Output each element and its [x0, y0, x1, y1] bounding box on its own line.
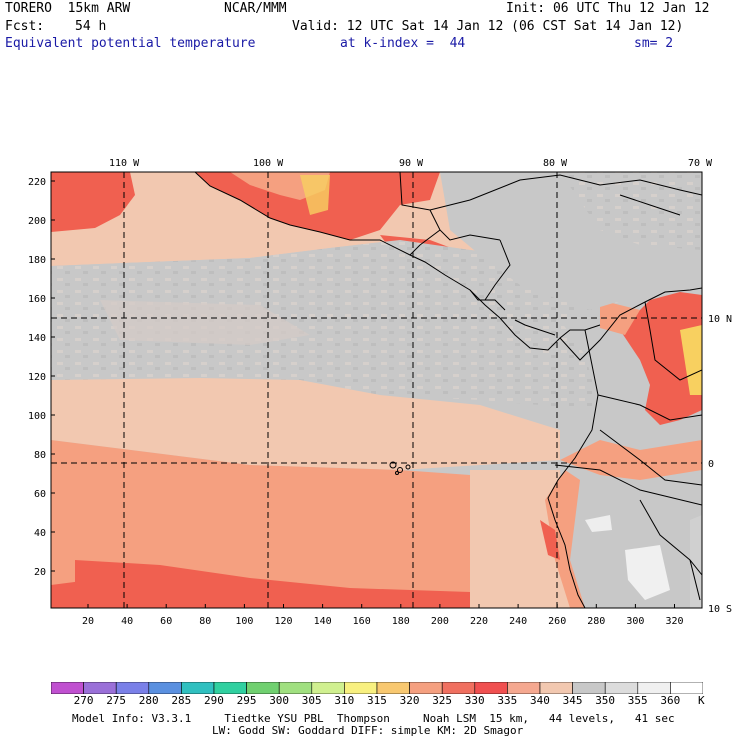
y-tick-label: 140 [28, 333, 46, 344]
y-tick-label: 80 [34, 450, 46, 461]
colorbar-swatch [604, 682, 639, 694]
colorbar-label: 355 [627, 694, 648, 707]
x-tick-label: 100 [235, 616, 253, 627]
colorbar-swatch [670, 682, 703, 694]
coastlines [194, 172, 702, 608]
colorbar-swatch [507, 682, 541, 694]
x-tick-label: 80 [199, 616, 211, 627]
colorbar-label: 270 [73, 694, 94, 707]
colorbar-swatch [572, 682, 606, 694]
left-y-ticks: 220 200 180 160 140 120 100 80 60 40 20 [28, 177, 46, 578]
colorbar-swatch [115, 682, 150, 694]
x-tick-label: 20 [82, 616, 94, 627]
colorbar-swatch [148, 682, 182, 694]
center-org: NCAR/MMM [224, 1, 287, 16]
fcst-value: 54 h [75, 19, 107, 34]
colorbar-swatch [376, 682, 410, 694]
colorbar [51, 682, 703, 694]
colorbar-swatch [278, 682, 313, 694]
x-tick-label: 300 [626, 616, 644, 627]
x-tick-label: 220 [470, 616, 488, 627]
colorbar-label: 335 [497, 694, 518, 707]
x-tick-label: 180 [392, 616, 410, 627]
field-name: Equivalent potential temperature [5, 36, 256, 51]
top-lon-labels: 110 W 100 W 90 W 80 W 70 W [109, 158, 713, 169]
footer-model-info: Model Info: V3.3.1 Tiedtke YSU PBL Thomp… [72, 712, 675, 725]
map-plot: 110 W 100 W 90 W 80 W 70 W 10 N 0 10 S 2… [28, 158, 732, 627]
x-tick-label: 40 [121, 616, 133, 627]
colorbar-swatch [213, 682, 247, 694]
x-tick-label: 280 [587, 616, 605, 627]
bottom-x-ticks: 20 40 60 80 100 120 140 160 180 200 220 240 260 280 30… [82, 616, 684, 627]
x-tick-label: 60 [160, 616, 172, 627]
colorbar-label: 300 [269, 694, 290, 707]
colorbar-label: 345 [562, 694, 583, 707]
title-left: TORERO 15km ARW [5, 1, 131, 16]
colorbar-label: 340 [530, 694, 550, 707]
field-shading [51, 172, 702, 608]
colorbar-label: 295 [236, 694, 257, 707]
colorbar-swatch [311, 682, 345, 694]
lon-label: 110 W [109, 158, 140, 169]
colorbar-label: 360 [660, 694, 681, 707]
x-tick-label: 260 [548, 616, 566, 627]
x-tick-label: 200 [431, 616, 449, 627]
colorbar-label: 350 [595, 694, 616, 707]
colorbar-label: 320 [399, 694, 420, 707]
colorbar-label: 305 [301, 694, 322, 707]
colorbar-label: 310 [334, 694, 355, 707]
x-tick-label: 160 [353, 616, 371, 627]
y-tick-label: 180 [28, 255, 46, 266]
y-tick-label: 160 [28, 294, 46, 305]
y-tick-label: 120 [28, 372, 46, 383]
x-tick-label: 140 [314, 616, 332, 627]
y-tick-label: 200 [28, 216, 46, 227]
lon-label: 100 W [253, 158, 284, 169]
colorbar-swatch [637, 682, 671, 694]
colorbar-swatch [246, 682, 280, 694]
colorbar-swatch [409, 682, 443, 694]
latlon-grid [51, 172, 702, 608]
colorbar-label: 285 [171, 694, 192, 707]
colorbar-label: 275 [106, 694, 127, 707]
colorbar-swatch [83, 682, 117, 694]
colorbar-swatch [51, 682, 84, 694]
axis-ticks [51, 180, 675, 608]
lon-label: 70 W [688, 158, 713, 169]
right-lat-labels: 10 N 0 10 S [708, 314, 732, 615]
lat-label: 10 N [708, 314, 732, 325]
x-tick-label: 120 [274, 616, 292, 627]
valid-time: Valid: 12 UTC Sat 14 Jan 12 (06 CST Sat … [292, 19, 684, 34]
galapagos-islands [389, 461, 411, 475]
lon-label: 80 W [543, 158, 568, 169]
y-tick-label: 20 [34, 567, 46, 578]
lat-label: 0 [708, 459, 714, 470]
x-tick-label: 320 [665, 616, 683, 627]
colorbar-swatch [474, 682, 508, 694]
colorbar-label: 290 [204, 694, 224, 707]
fcst-label: Fcst: [5, 19, 45, 34]
level-info: at k-index = 44 [340, 36, 466, 51]
colorbar-swatch [539, 682, 573, 694]
colorbar-label: 325 [432, 694, 453, 707]
colorbar-swatch [181, 682, 215, 694]
lat-label: 10 S [708, 604, 732, 615]
x-tick-label: 240 [509, 616, 527, 627]
colorbar-label: 315 [367, 694, 387, 707]
init-time: Init: 06 UTC Thu 12 Jan 12 [506, 1, 710, 16]
colorbar-label: 280 [138, 694, 159, 707]
y-tick-label: 100 [28, 411, 46, 422]
y-tick-label: 40 [34, 528, 46, 539]
footer-physics-info: LW: Godd SW: Goddard DIFF: simple KM: 2D… [212, 724, 524, 737]
colorbar-label: 330 [464, 694, 485, 707]
map-frame [50, 171, 703, 609]
smoothing-info: sm= 2 [634, 36, 674, 51]
y-tick-label: 220 [28, 177, 46, 188]
colorbar-unit: K [698, 694, 705, 707]
lon-label: 90 W [399, 158, 424, 169]
colorbar-swatch [441, 682, 476, 694]
y-tick-label: 60 [34, 489, 46, 500]
colorbar-swatch [344, 682, 378, 694]
